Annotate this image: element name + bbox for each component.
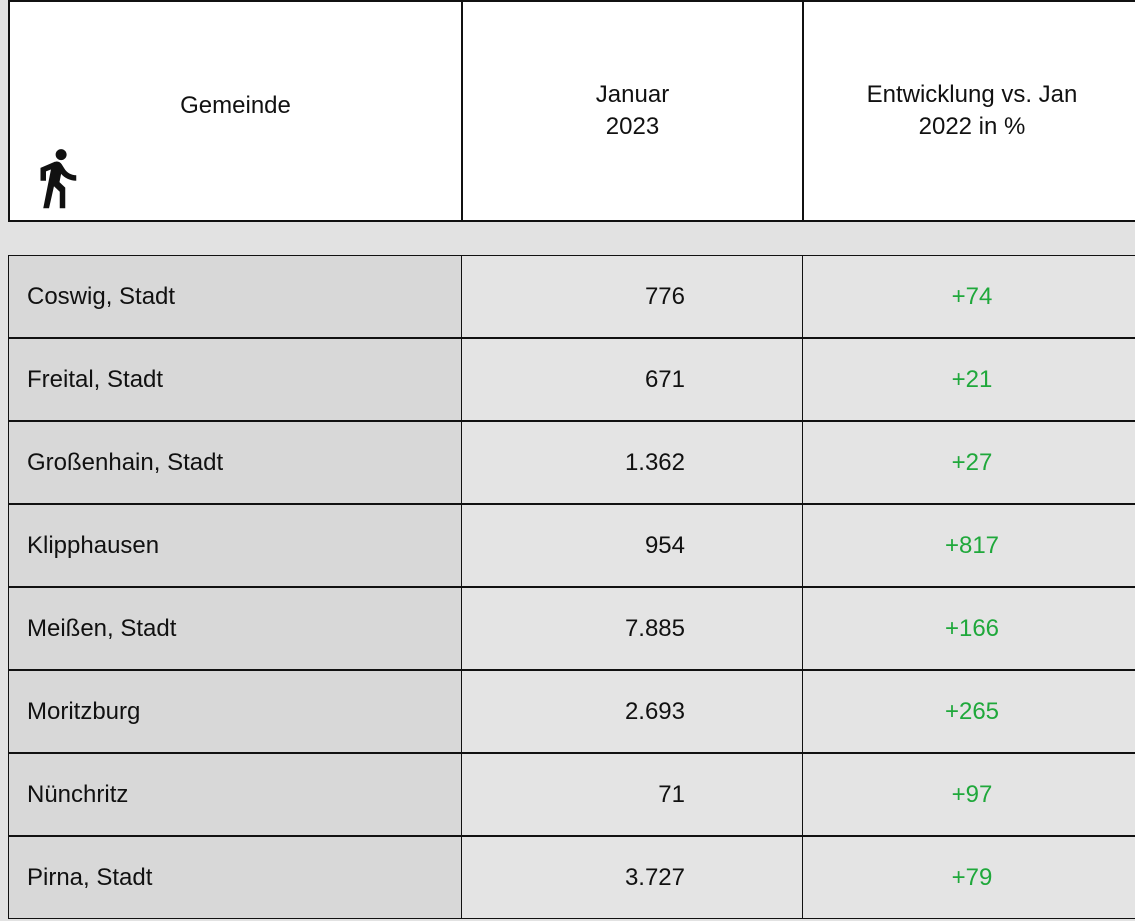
change-cell: +97: [802, 753, 1135, 836]
change-cell: +79: [802, 836, 1135, 919]
change-cell: +166: [802, 587, 1135, 670]
row-label: Freital, Stadt: [8, 338, 463, 421]
change-cell: +74: [802, 255, 1135, 338]
value-cell: 7.885: [461, 587, 804, 670]
row-label: Coswig, Stadt: [8, 255, 463, 338]
header-cell: Gemeinde: [8, 0, 463, 222]
header-text: 2022 in %: [918, 113, 1026, 140]
row-label: Klipphausen: [8, 504, 463, 587]
walking-icon: [40, 149, 77, 209]
value-cell: 71: [461, 753, 804, 836]
change-cell: +27: [802, 421, 1135, 504]
value-cell: 671: [461, 338, 804, 421]
value-cell: 3.727: [461, 836, 804, 919]
header-cell: Januar 2023: [461, 0, 804, 222]
row-label: Moritzburg: [8, 670, 463, 753]
row-label: Pirna, Stadt: [8, 836, 463, 919]
header-text: Entwicklung vs. Jan: [866, 81, 1078, 108]
value-cell: 776: [461, 255, 804, 338]
header-cell: Entwicklung vs. Jan 2022 in %: [802, 0, 1135, 222]
change-cell: +817: [802, 504, 1135, 587]
change-cell: +265: [802, 670, 1135, 753]
value-cell: 2.693: [461, 670, 804, 753]
row-label: Nünchritz: [8, 753, 463, 836]
change-cell: +21: [802, 338, 1135, 421]
row-label: Meißen, Stadt: [8, 587, 463, 670]
value-cell: 1.362: [461, 421, 804, 504]
value-cell: 954: [461, 504, 804, 587]
row-label: Großenhain, Stadt: [8, 421, 463, 504]
header-text: Januar: [595, 81, 670, 108]
header-text: Gemeinde: [180, 92, 291, 119]
header-text: 2023: [605, 113, 660, 140]
